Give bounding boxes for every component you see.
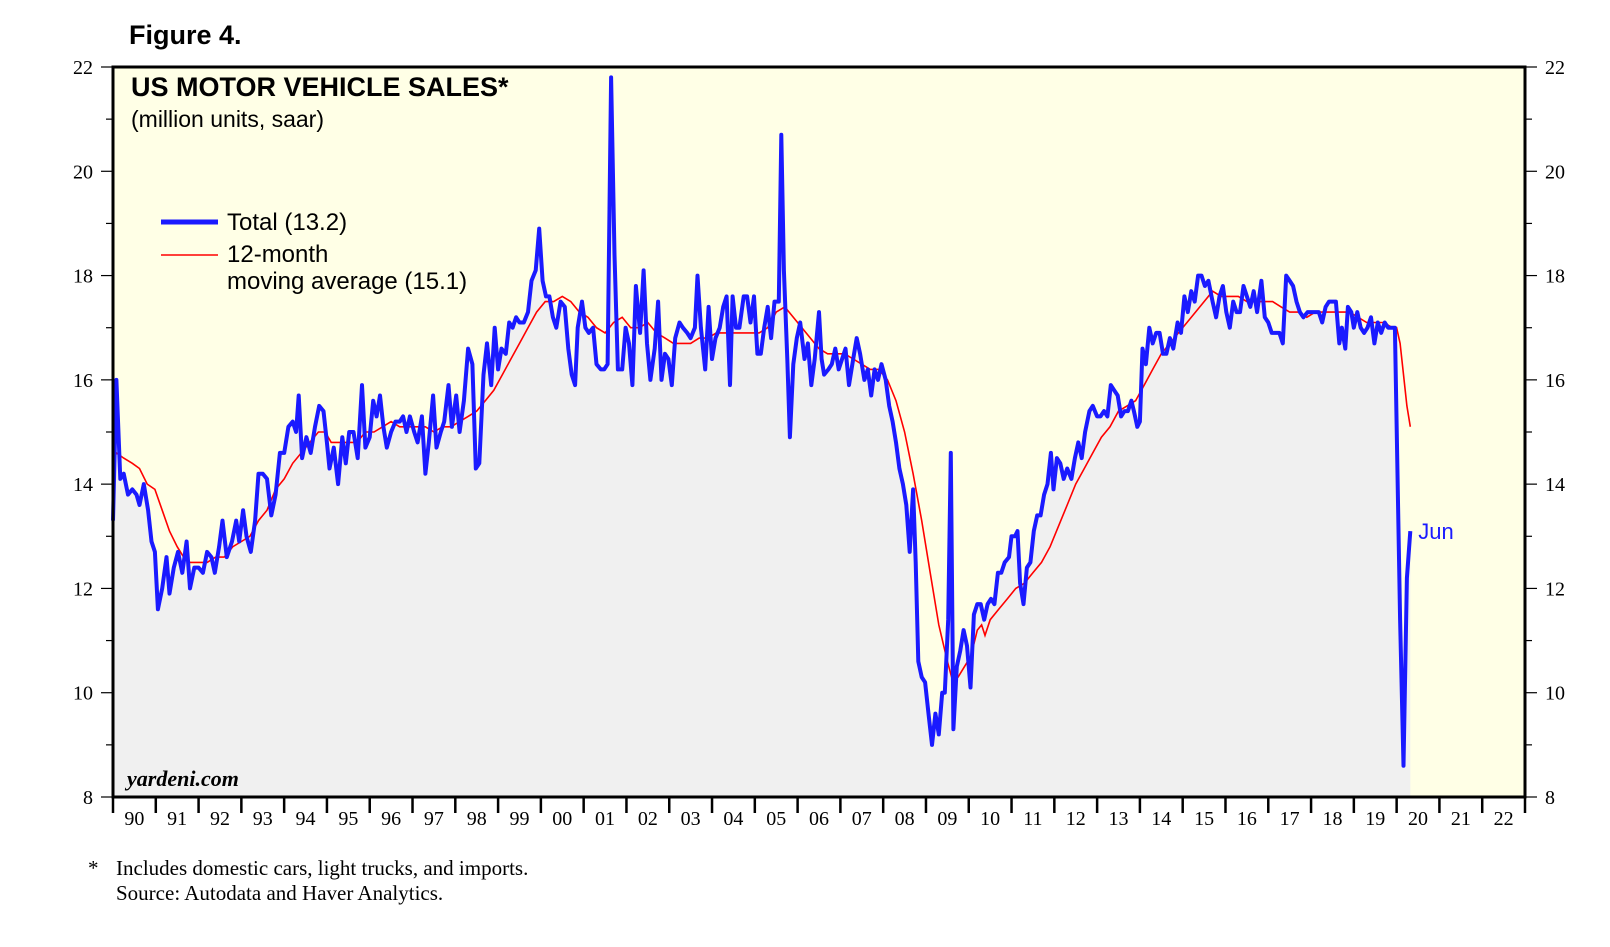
x-tick-label: 16 [1237, 808, 1257, 830]
figure-label: Figure 4. [129, 20, 242, 50]
y-tick-label-right: 22 [1545, 57, 1565, 79]
x-tick-label: 15 [1194, 808, 1214, 830]
x-tick-label: 07 [852, 808, 872, 830]
y-tick-label-left: 12 [73, 578, 93, 600]
y-axis-left: 8 10 12 14 16 18 20 22 [73, 57, 113, 809]
x-tick-label: 96 [381, 808, 401, 830]
x-tick-label: 10 [980, 808, 1000, 830]
x-tick-label: 93 [253, 808, 273, 830]
x-tick-label: 22 [1494, 808, 1514, 830]
chart-title: US MOTOR VEHICLE SALES* [131, 72, 509, 102]
y-tick-label-right: 14 [1545, 474, 1565, 496]
x-tick-label: 05 [766, 808, 786, 830]
total-area-fill [113, 77, 1411, 797]
footnote-text: Includes domestic cars, light trucks, an… [116, 856, 529, 880]
footnote-source: Source: Autodata and Haver Analytics. [116, 881, 444, 905]
end-annotation: Jun [1418, 519, 1453, 544]
x-tick-label: 20 [1408, 808, 1428, 830]
y-tick-label-left: 8 [83, 787, 93, 809]
y-tick-label-right: 8 [1545, 787, 1555, 809]
x-tick-label: 94 [296, 808, 316, 830]
x-tick-label: 97 [424, 808, 444, 830]
y-tick-label-right: 18 [1545, 266, 1565, 288]
x-tick-label: 17 [1280, 808, 1300, 830]
footnote-marker: * [88, 856, 99, 880]
x-tick-label: 21 [1451, 808, 1471, 830]
footnote: * Includes domestic cars, light trucks, a… [88, 856, 528, 906]
y-tick-label-right: 12 [1545, 578, 1565, 600]
x-tick-label: 98 [467, 808, 487, 830]
x-tick-label: 99 [509, 808, 529, 830]
y-tick-label-right: 16 [1545, 370, 1565, 392]
x-tick-label: 12 [1066, 808, 1086, 830]
x-tick-label: 06 [809, 808, 829, 830]
x-tick-label: 90 [124, 808, 144, 830]
x-tick-label: 09 [937, 808, 957, 830]
watermark: yardeni.com [124, 766, 239, 791]
x-tick-label: 91 [167, 808, 187, 830]
x-tick-label: 02 [638, 808, 658, 830]
y-tick-label-left: 18 [73, 266, 93, 288]
x-tick-label: 04 [723, 808, 743, 830]
x-tick-label: 11 [1023, 808, 1042, 830]
legend: Total (13.2) 12-month moving average (15… [161, 209, 467, 295]
y-tick-label-left: 16 [73, 370, 93, 392]
legend-avg-label-line1: 12-month [227, 241, 328, 268]
y-tick-label-left: 20 [73, 161, 93, 183]
y-tick-label-right: 20 [1545, 161, 1565, 183]
x-tick-label: 08 [895, 808, 915, 830]
x-axis: 90 91 92 93 94 95 96 97 98 99 00 01 02 03 04 05 06 07 08 09… [111, 797, 1527, 830]
plot-frame [111, 65, 1527, 799]
legend-total-label: Total (13.2) [227, 209, 347, 236]
legend-avg-label-line2: moving average (15.1) [227, 268, 467, 295]
x-tick-label: 03 [681, 808, 701, 830]
x-tick-label: 13 [1109, 808, 1129, 830]
x-tick-label: 92 [210, 808, 230, 830]
footnote-line-1: * Includes domestic cars, light trucks, a… [88, 856, 528, 881]
y-axis-right: 8 10 12 14 16 18 20 22 [1525, 57, 1565, 809]
y-tick-label-right: 10 [1545, 683, 1565, 705]
y-tick-label-left: 14 [73, 474, 93, 496]
x-tick-label: 01 [595, 808, 615, 830]
x-tick-label: 00 [552, 808, 572, 830]
x-tick-label: 95 [338, 808, 358, 830]
chart: 8 10 12 14 16 18 20 22 8 10 12 14 16 18 20 22 90 91 92 93… [73, 57, 1565, 830]
y-tick-label-left: 22 [73, 57, 93, 79]
chart-subtitle: (million units, saar) [131, 106, 324, 132]
x-tick-label: 19 [1365, 808, 1385, 830]
y-tick-label-left: 10 [73, 683, 93, 705]
x-tick-label: 18 [1322, 808, 1342, 830]
moving-average-line [112, 290, 1412, 678]
x-tick-label: 14 [1151, 808, 1171, 830]
total-line [111, 75, 1413, 768]
